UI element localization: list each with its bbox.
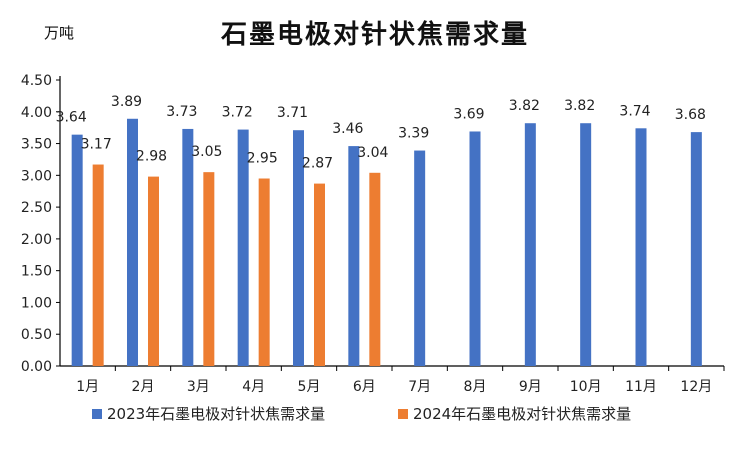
data-label-2023: 3.89	[111, 94, 142, 110]
legend-swatch-2023	[92, 409, 102, 419]
bar-2023	[580, 123, 592, 367]
y-tick-label: 3.00	[21, 168, 52, 184]
data-label-2023: 3.64	[56, 110, 87, 126]
x-tick-label: 8月	[464, 379, 487, 395]
data-label-2024: 2.87	[302, 156, 333, 172]
data-label-2024: 2.95	[247, 151, 278, 167]
data-label-2023: 3.82	[509, 98, 540, 114]
bar-2024	[369, 172, 381, 366]
x-tick-label: 4月	[242, 379, 265, 395]
bar-2023	[182, 128, 194, 366]
y-tick-label: 2.00	[21, 232, 52, 248]
bar-2023	[71, 134, 83, 366]
y-tick-label: 4.50	[21, 73, 52, 89]
y-tick-label: 4.00	[21, 105, 52, 121]
bar-2023	[469, 131, 481, 366]
x-tick-label: 3月	[187, 379, 210, 395]
bar-2023	[293, 130, 304, 366]
y-tick-label: 1.00	[21, 295, 52, 311]
x-tick-label: 6月	[353, 379, 376, 395]
x-tick-label: 5月	[298, 379, 321, 395]
bar-2024	[258, 178, 270, 366]
x-tick-label: 9月	[519, 379, 542, 395]
data-label-2024: 3.05	[191, 144, 222, 160]
y-tick-label: 2.50	[21, 200, 52, 216]
x-tick-label: 7月	[408, 379, 431, 395]
y-tick-label: 0.00	[21, 359, 52, 375]
y-tick-label: 0.50	[21, 327, 52, 343]
legend-label-2023: 2023年石墨电极对针状焦需求量	[107, 405, 325, 423]
data-label-2023: 3.72	[222, 105, 253, 121]
chart-title: 石墨电极对针状焦需求量	[220, 20, 529, 50]
bar-2023	[524, 123, 536, 367]
x-tick-label: 1月	[76, 379, 99, 395]
legend-label-2024: 2024年石墨电极对针状焦需求量	[413, 405, 631, 423]
bar-2023	[237, 129, 249, 366]
data-label-2023: 3.73	[166, 104, 197, 120]
data-label-2023: 3.74	[619, 103, 650, 119]
data-label-2024: 3.04	[357, 145, 388, 161]
legend-swatch-2024	[398, 409, 408, 419]
data-label-2023: 3.39	[398, 126, 429, 142]
unit-label: 万吨	[44, 24, 75, 42]
data-label-2023: 3.68	[675, 107, 706, 123]
bar-2023	[414, 150, 426, 366]
data-label-2024: 3.17	[81, 137, 112, 153]
bar-2024	[92, 164, 104, 366]
data-label-2024: 2.98	[136, 149, 167, 165]
data-label-2023: 3.46	[332, 121, 363, 137]
bar-2024	[314, 183, 325, 366]
data-label-2023: 3.82	[564, 98, 595, 114]
bar-2023	[348, 146, 360, 366]
data-label-2023: 3.71	[277, 105, 308, 121]
y-tick-label: 3.50	[21, 137, 52, 153]
data-label-2023: 3.69	[453, 106, 484, 122]
bar-2023	[635, 128, 647, 366]
bar-2024	[203, 172, 215, 366]
x-tick-label: 10月	[570, 379, 602, 395]
bar-2023	[690, 132, 702, 366]
bar-2023	[127, 118, 138, 366]
x-tick-label: 11月	[625, 379, 657, 395]
bar-2024	[148, 176, 159, 366]
y-tick-label: 1.50	[21, 264, 52, 280]
x-tick-label: 2月	[132, 379, 155, 395]
x-tick-label: 12月	[680, 379, 712, 395]
